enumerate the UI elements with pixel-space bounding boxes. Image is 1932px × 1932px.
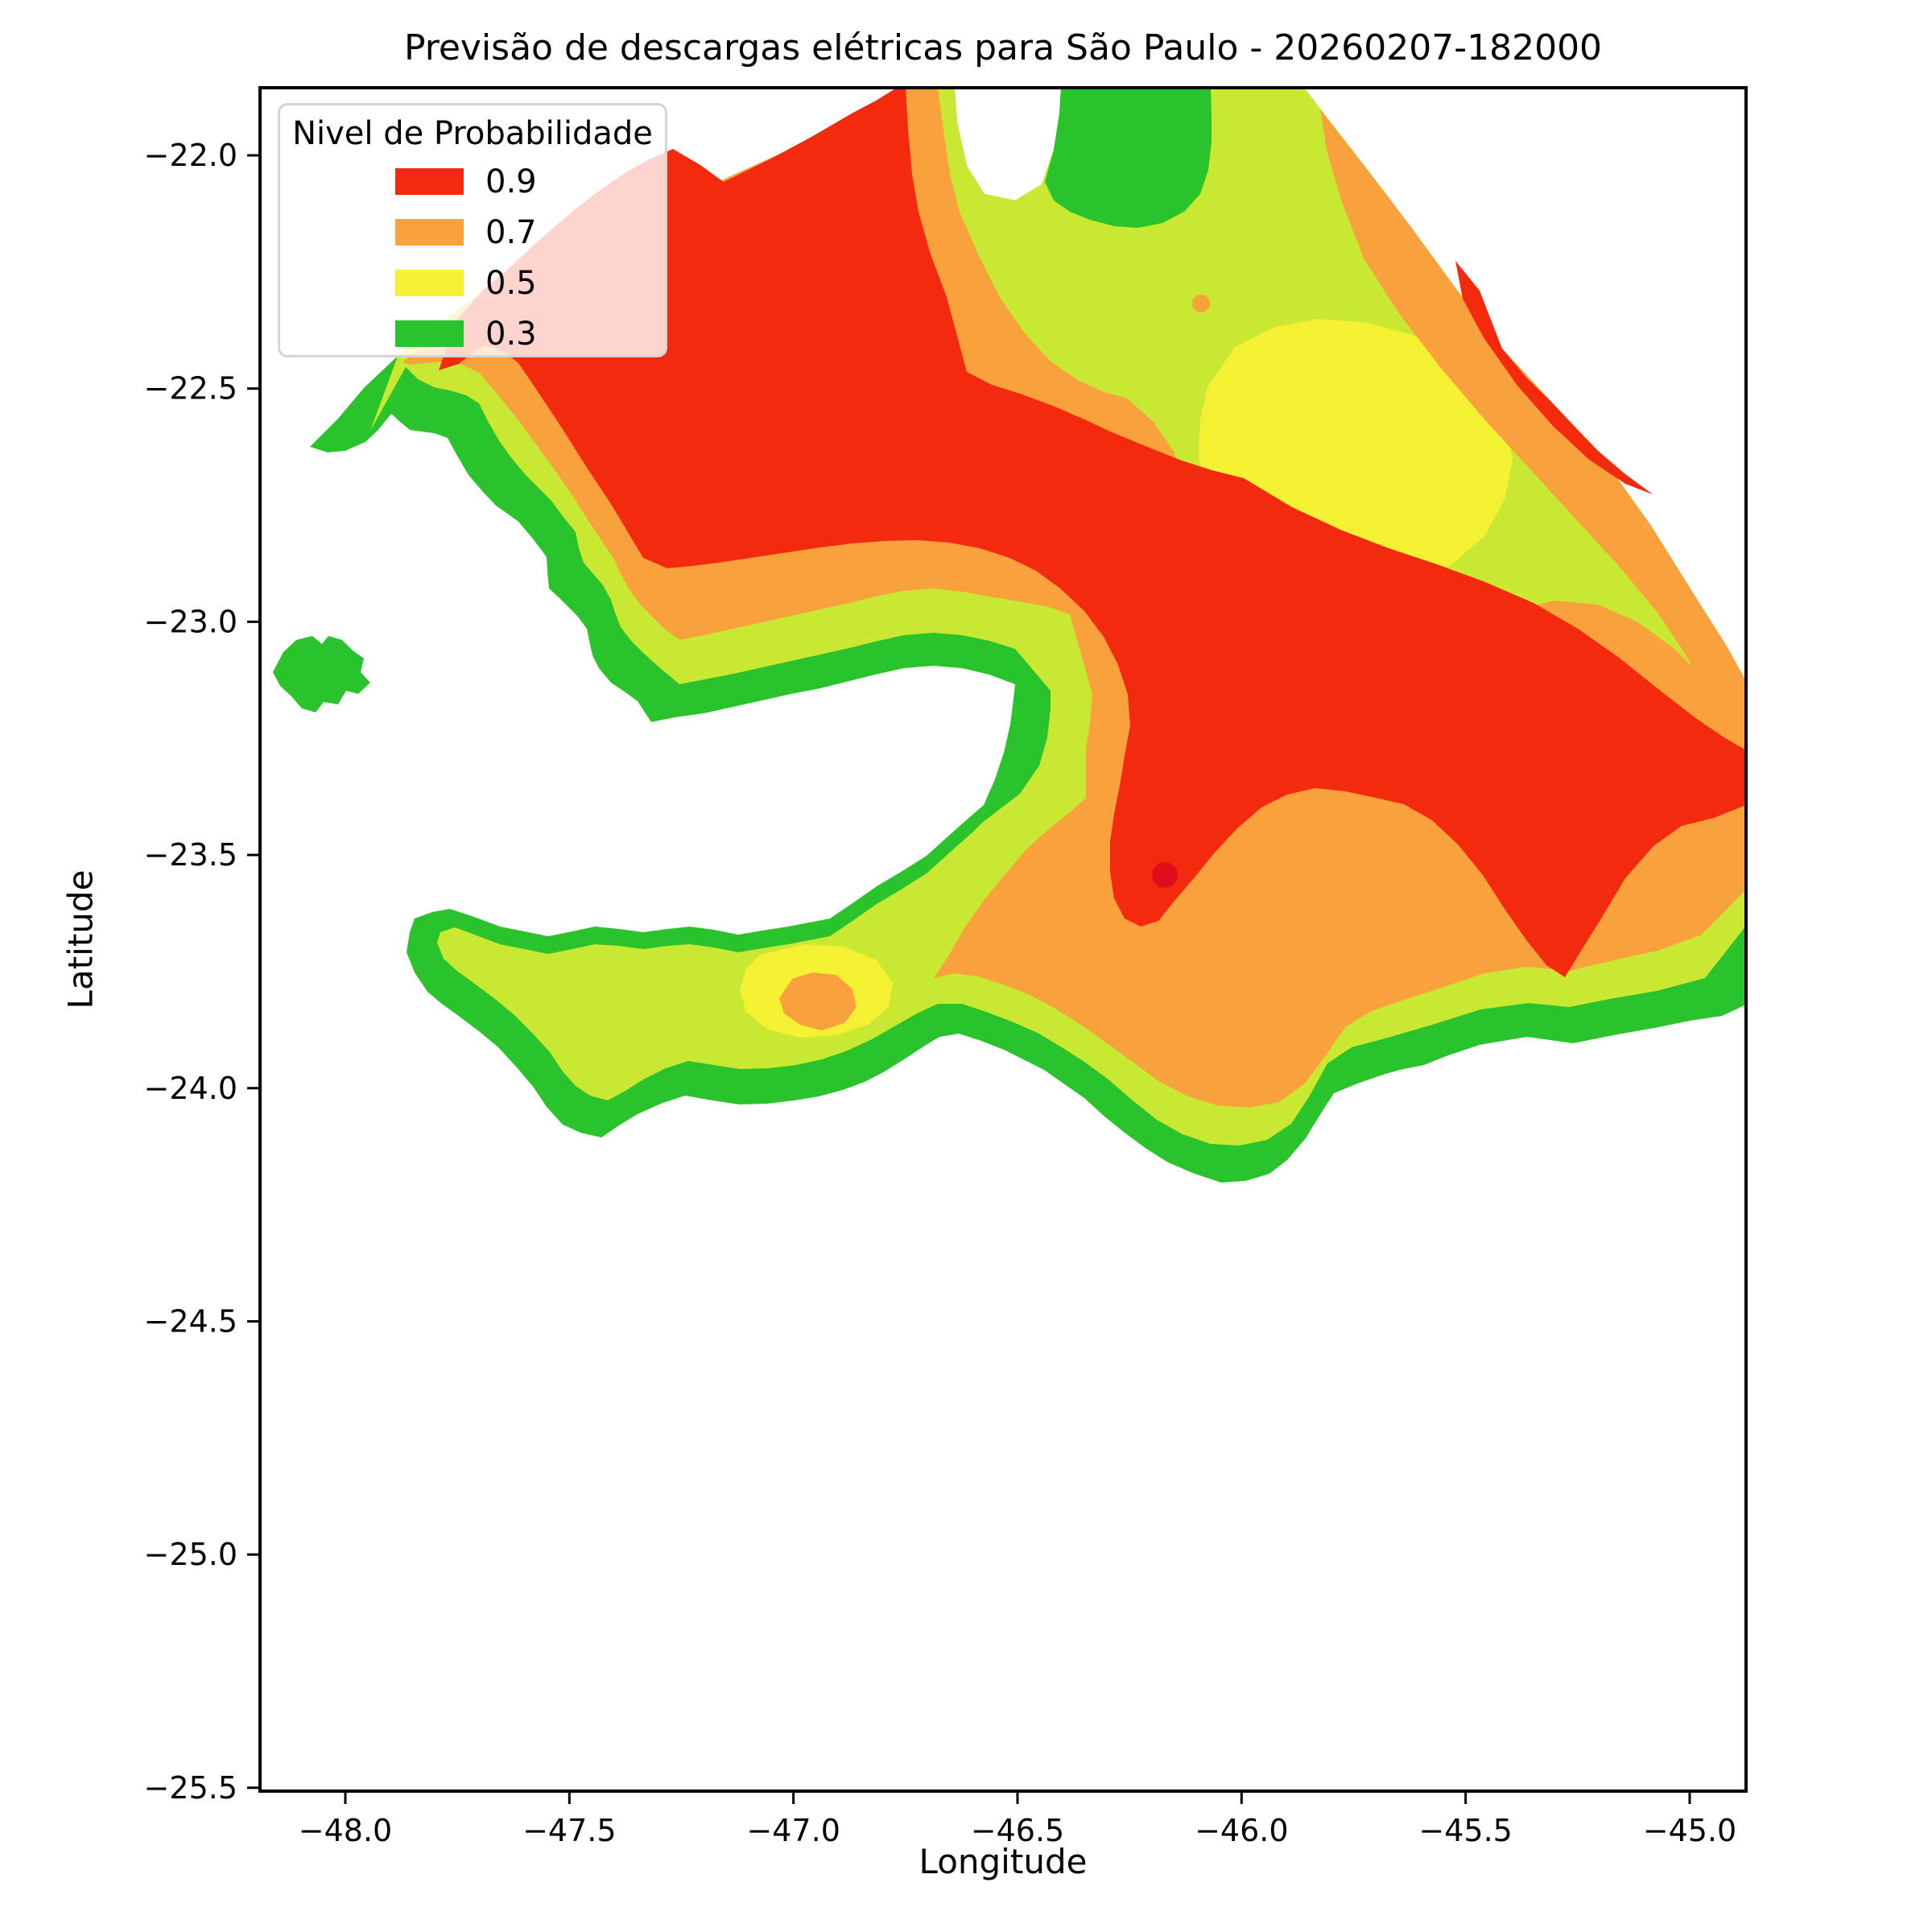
legend-label-0.5: 0.5 <box>485 265 537 302</box>
legend-label-0.7: 0.7 <box>485 214 537 251</box>
legend-row-0.9: 0.9 <box>280 157 665 208</box>
axes-frame <box>258 86 1748 1793</box>
y-tick-label: −22.5 <box>144 371 237 407</box>
legend-row-0.7: 0.7 <box>280 208 665 258</box>
y-tick-label: −23.0 <box>144 604 237 639</box>
y-axis-label: Latitude <box>60 869 101 1009</box>
band-0.9-main <box>439 88 1746 977</box>
legend-swatch-red-icon <box>395 168 464 195</box>
legend-box: Nivel de Probabilidade 0.9 0.7 0.5 0.3 <box>278 103 667 357</box>
legend-row-0.5: 0.5 <box>280 258 665 309</box>
x-tick-label: −45.5 <box>1418 1813 1512 1848</box>
x-tick-label: −46.5 <box>971 1813 1064 1848</box>
orange-point-dot <box>1192 295 1210 312</box>
y-tick-label: −24.0 <box>144 1071 237 1106</box>
legend-label-0.9: 0.9 <box>485 163 537 200</box>
band-0.7-arc-rim <box>1320 109 1746 890</box>
x-tick-label: −47.5 <box>522 1813 616 1848</box>
contour-regions <box>273 88 1746 1183</box>
x-axis-label: Longitude <box>919 1842 1088 1881</box>
point-markers <box>1152 295 1210 888</box>
chart-title: Previsão de descargas elétricas para São… <box>403 27 1603 68</box>
y-tick-label: −25.5 <box>144 1770 237 1806</box>
x-tick-label: −45.0 <box>1643 1813 1736 1848</box>
band-0.7-strip-spot <box>779 972 857 1030</box>
y-tick-label: −23.5 <box>144 837 237 873</box>
y-tick-label: −22.0 <box>144 138 237 173</box>
y-tick-label: −24.5 <box>144 1303 237 1339</box>
x-tick-label: −46.0 <box>1195 1813 1288 1848</box>
x-tick-label: −48.0 <box>299 1813 392 1848</box>
legend-swatch-green-icon <box>395 320 464 347</box>
band-0.3-island <box>273 636 370 712</box>
x-tick-label: −47.0 <box>746 1813 840 1848</box>
band-0.3-top-patch <box>1045 88 1212 228</box>
legend-row-0.3: 0.3 <box>280 309 665 360</box>
y-tick-label: −25.0 <box>144 1537 237 1572</box>
legend-swatch-orange-icon <box>395 219 464 246</box>
legend-swatch-yellow-icon <box>395 270 464 296</box>
legend-title: Nivel de Probabilidade <box>292 115 653 152</box>
radar-site-dot <box>1152 862 1178 888</box>
legend-label-0.3: 0.3 <box>485 316 537 353</box>
axis-ticks: −48.0 −47.5 −47.0 −46.5 −46.0 −45.5 −45.0 −22.0… <box>144 138 1737 1848</box>
